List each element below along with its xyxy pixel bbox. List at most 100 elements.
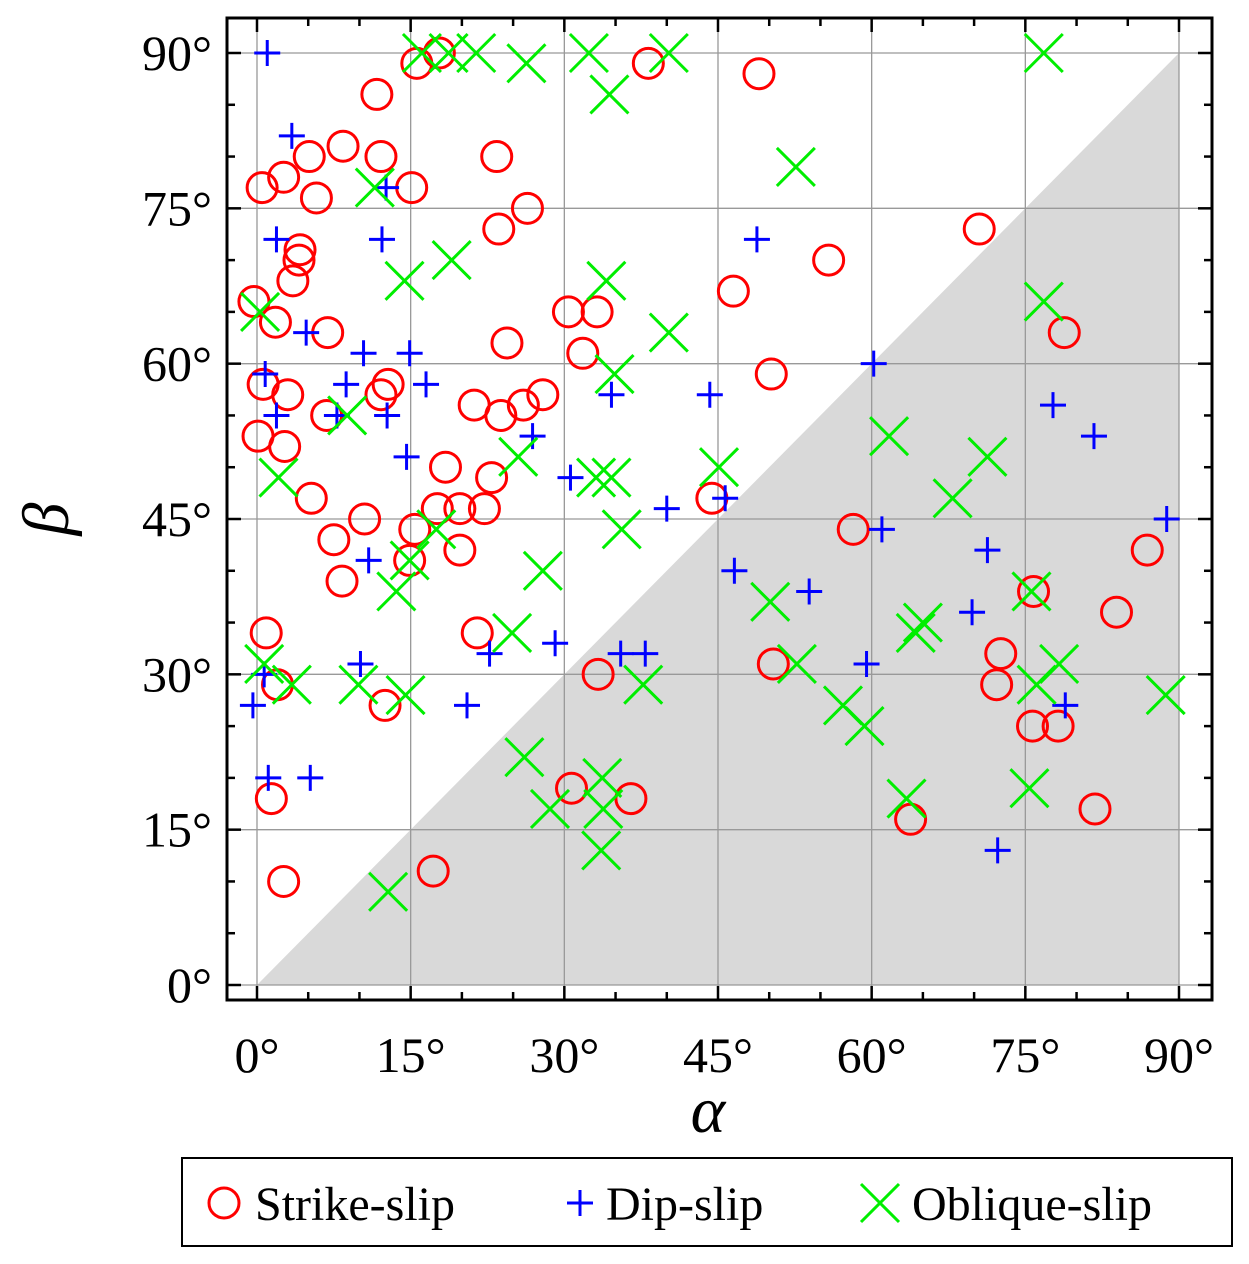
strike-slip-point <box>271 378 305 412</box>
oblique-slip-point <box>869 416 910 457</box>
oblique-slip-point <box>368 871 409 912</box>
oblique-slip-point <box>594 353 635 395</box>
x-tick-label: 45° <box>683 1027 753 1083</box>
oblique-slip-point <box>776 643 817 685</box>
oblique-slip-point <box>271 664 312 705</box>
strike-slip-point <box>742 57 776 91</box>
strike-slip-point <box>368 688 402 722</box>
dip-slip-point <box>974 537 1001 564</box>
legend-plus-marker <box>567 1190 593 1216</box>
strike-slip-point <box>490 326 524 360</box>
oblique-slip-point <box>384 260 425 301</box>
oblique-slip-point <box>327 395 368 436</box>
strike-slip-point <box>294 481 328 515</box>
oblique-slip-point <box>698 447 740 488</box>
oblique-slip-point <box>967 436 1008 477</box>
oblique-slip-point <box>1039 643 1080 685</box>
oblique-slip-point <box>416 509 457 550</box>
dip-slip-point <box>1153 506 1180 532</box>
strike-slip-point <box>581 657 615 691</box>
dip-slip-point <box>853 650 880 677</box>
dip-slip-point <box>393 443 420 470</box>
y-tick-label: 30° <box>142 646 212 702</box>
x-tick-label: 60° <box>837 1027 907 1083</box>
oblique-slip-point <box>428 32 469 74</box>
strike-slip-point <box>566 336 600 370</box>
x-tick-label: 0° <box>235 1027 280 1083</box>
x-tick-label: 30° <box>529 1027 599 1083</box>
strike-slip-point <box>364 140 398 174</box>
strike-slip-point <box>420 492 454 526</box>
legend-circle-marker <box>207 1186 241 1220</box>
dip-slip-point <box>743 226 770 253</box>
strike-slip-point <box>249 616 283 650</box>
strike-slip-point <box>480 140 514 174</box>
dip-slip-point <box>712 485 739 512</box>
strike-slip-point <box>326 129 360 163</box>
oblique-slip-point <box>431 240 472 281</box>
strike-slip-point <box>526 378 560 412</box>
strike-slip-point <box>393 543 427 577</box>
strike-slip-point <box>754 357 788 391</box>
strike-slip-point <box>428 450 462 484</box>
strike-slip-point <box>1078 792 1112 826</box>
oblique-slip-point <box>582 757 623 798</box>
oblique-slip-point <box>895 612 936 653</box>
oblique-slip-point <box>750 581 791 622</box>
dip-slip-point <box>598 381 625 408</box>
strike-slip-point <box>962 212 996 246</box>
dip-slip-point <box>476 640 503 667</box>
oblique-slip-point <box>586 260 627 301</box>
oblique-slip-point <box>244 643 285 685</box>
strike-slip-point <box>299 181 333 215</box>
dip-slip-point <box>413 371 440 398</box>
dip-slip-point <box>959 599 986 626</box>
oblique-slip-point <box>576 457 617 498</box>
dip-slip-point <box>263 226 290 253</box>
strike-slip-point <box>460 616 494 650</box>
strike-slip-point <box>371 367 405 401</box>
strike-slip-point <box>484 398 518 432</box>
oblique-slip-point <box>376 571 417 612</box>
dip-slip-point <box>454 692 481 719</box>
oblique-slip-point <box>886 778 927 819</box>
dip-slip-point <box>632 640 659 667</box>
strike-slip-point <box>360 77 394 111</box>
dip-slip-point <box>333 371 360 398</box>
strike-slip-point <box>756 647 790 681</box>
oblique-slip-point <box>258 457 299 498</box>
oblique-slip-point <box>492 612 533 653</box>
oblique-slip-point <box>1145 674 1186 716</box>
strike-slip-point <box>276 264 310 298</box>
oblique-slip-point <box>591 457 632 498</box>
oblique-slip-point <box>498 436 539 477</box>
strike-slip-point <box>467 492 501 526</box>
y-tick-label: 15° <box>142 802 212 858</box>
oblique-slip-point <box>529 788 571 830</box>
oblique-slip-point <box>1023 32 1064 74</box>
y-tick-label: 90° <box>142 25 212 81</box>
strike-slip-point <box>475 461 509 495</box>
strike-slip-point <box>398 512 432 546</box>
strike-slip-point <box>580 295 614 329</box>
series-dip-slip <box>239 40 1180 864</box>
strike-slip-point <box>1100 595 1134 629</box>
strike-slip-point <box>1047 316 1081 350</box>
dip-slip-point <box>557 464 584 491</box>
dip-slip-point <box>607 640 634 667</box>
plot-area: 0° 15° 30° 45° 60° 75° 90° 0° 15° 30° 45° 60° 75° 90°… <box>10 16 1214 1147</box>
strike-slip-point <box>510 191 544 225</box>
dip-slip-point <box>519 423 546 450</box>
oblique-slip-point <box>775 146 816 187</box>
legend-x-marker <box>859 1182 901 1224</box>
dip-slip-point <box>368 226 395 253</box>
oblique-slip-point <box>1023 281 1064 322</box>
oblique-slip-point <box>1011 571 1052 612</box>
dip-slip-point <box>355 547 382 574</box>
strike-slip-point <box>282 243 316 277</box>
strike-slip-point <box>1041 709 1075 743</box>
strike-slip-point <box>443 492 477 526</box>
strike-slip-point <box>984 637 1018 671</box>
oblique-slip-point <box>648 32 689 74</box>
strike-slip-point <box>836 512 870 546</box>
